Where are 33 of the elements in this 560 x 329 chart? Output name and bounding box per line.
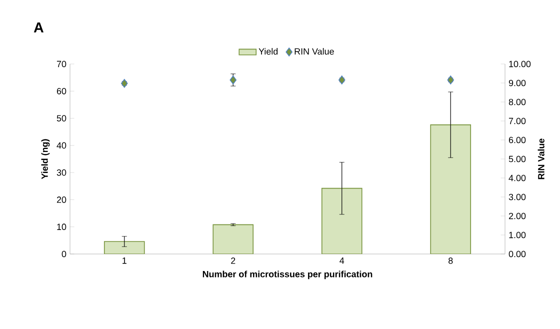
y2-tick-label: 3.00: [508, 194, 526, 200]
y-tick-label: 20: [56, 196, 66, 203]
legend-label: RIN Value: [294, 48, 334, 55]
bar: [321, 188, 362, 254]
y-tick-label: 40: [56, 142, 66, 149]
y2-tick-label: 8.00: [508, 98, 526, 106]
y2-tick-label: 5.00: [508, 156, 526, 162]
y2-tick-label: 7.00: [508, 118, 526, 124]
x-tick-label: 8: [448, 258, 453, 264]
y2-tick-label: 6.00: [508, 136, 526, 144]
y-tick-label: 30: [56, 169, 66, 176]
bar: [212, 224, 254, 254]
bar: [430, 124, 472, 254]
y-tick-label: 10: [57, 224, 66, 230]
x-tick-label: 2: [231, 258, 236, 264]
text: A: [34, 22, 44, 32]
y2-axis-title: RIN Value: [538, 138, 544, 180]
y-tick-label: 0: [62, 250, 66, 258]
bar: [104, 242, 144, 254]
y-tick-label: 60: [56, 88, 66, 94]
legend-label: Yield: [258, 48, 278, 55]
x-tick-label: 1: [122, 258, 126, 264]
y-tick-label: 70: [56, 60, 66, 68]
y2-tick-label: 4.00: [508, 174, 526, 182]
y-axis-title: Yield (ng): [41, 139, 50, 180]
x-axis-title: Number of microtissues per purification: [202, 270, 372, 280]
x-tick-label: 4: [340, 258, 344, 264]
y2-tick-label: 2.00: [508, 212, 526, 220]
y2-tick-label: 0.00: [508, 250, 526, 258]
y2-tick-label: 9.00: [508, 80, 526, 86]
y2-tick-label: 10.00: [509, 60, 531, 68]
y2-tick-label: 1.00: [509, 232, 526, 238]
y-tick-label: 50: [56, 115, 66, 122]
